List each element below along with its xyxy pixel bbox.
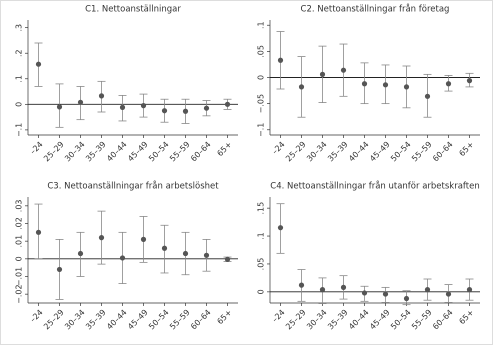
y-tick-label: −.1 [257,123,266,137]
point [56,104,63,110]
point [35,61,42,67]
y-tick-label: 0 [257,75,266,80]
point [382,82,389,88]
panel-title: C3. Nettoanställningar från arbetslöshet [47,181,219,192]
point [182,108,189,114]
y-tick-label: .01 [15,235,24,248]
point [77,250,84,257]
point [119,255,126,261]
point [361,290,368,296]
point [340,67,347,73]
point [319,287,326,293]
point [224,101,231,107]
point [361,81,368,87]
point [203,105,210,111]
y-tick-label: .05 [257,258,266,271]
point [277,57,284,63]
point [98,93,105,99]
point [445,291,452,297]
y-tick-label: .1 [257,232,266,240]
y-tick-label: .03 [15,199,24,212]
y-tick-label: 0 [15,256,24,261]
point [140,236,147,242]
y-tick-label: −.1 [15,123,24,137]
point [340,284,347,290]
y-tick-label: 0 [257,289,266,294]
point [424,287,431,293]
point [140,103,147,109]
point [161,245,168,251]
point [277,225,284,231]
point [466,78,473,84]
point [466,287,473,293]
point [224,256,231,262]
y-tick-label: .1 [15,75,24,83]
y-tick-label: .1 [257,21,266,29]
panel-title: C4. Nettoanställningar från utanför arbe… [270,181,479,192]
panel-title: C2. Nettoanställningar från företag [301,4,450,15]
point [382,291,389,297]
panel-title: C1. Nettoanställningar [85,5,181,15]
point [203,252,210,258]
point [403,84,410,90]
y-tick-label: .3 [15,24,24,32]
point [161,108,168,114]
point [319,71,326,77]
y-tick-label: .15 [257,202,266,215]
y-tick-label: −.02 [15,284,24,303]
point [182,250,189,257]
y-tick-label: .02 [15,217,24,230]
point [77,99,84,105]
point [403,295,410,302]
point [298,282,305,288]
point [298,84,305,90]
y-tick-label: 0 [15,102,24,107]
point [35,229,42,235]
y-tick-label: .05 [257,45,266,58]
point [56,266,63,273]
point [424,93,431,99]
point [98,235,105,241]
point [119,104,126,110]
y-tick-label: −.01 [15,267,24,286]
y-tick-label: −.05 [257,94,266,113]
y-tick-label: .2 [15,49,24,57]
point [445,81,452,87]
